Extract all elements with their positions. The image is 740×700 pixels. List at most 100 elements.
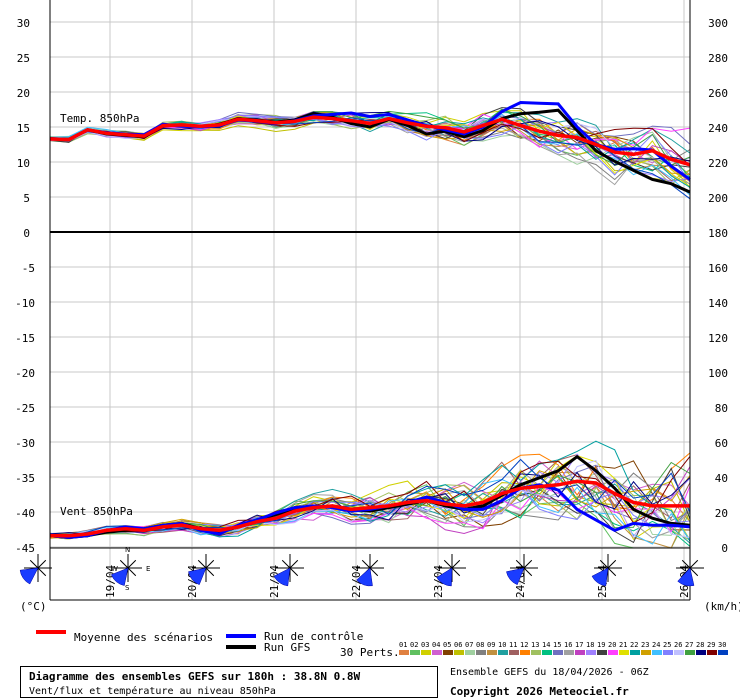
perturbation-id: 28 (696, 641, 704, 649)
perturbation-id: 08 (476, 641, 484, 649)
right-tick-label: 140 (708, 297, 728, 310)
perturbation-swatch (520, 650, 530, 655)
perturbation-id: 16 (564, 641, 572, 649)
perturbation-swatch (685, 650, 695, 655)
right-tick-label: 280 (708, 52, 728, 65)
perturbation-id: 21 (619, 641, 627, 649)
perturbation-id: 25 (663, 641, 671, 649)
perturbation-id: 14 (542, 641, 550, 649)
compass-letter-s: S (125, 584, 130, 592)
perturbation-swatch (410, 650, 420, 655)
right-tick-label: 20 (715, 507, 728, 520)
perturbation-id: 12 (520, 641, 528, 649)
compass-letter-e: E (146, 565, 150, 573)
wind-roses: N S E W (19, 546, 704, 592)
legend-gfs-label: Run GFS (264, 641, 310, 654)
wind-rose (676, 554, 704, 587)
perturbation-id: 26 (674, 641, 682, 649)
perturbation-id: 04 (432, 641, 440, 649)
right-tick-label: 180 (708, 227, 728, 240)
bottom-panel-label: Vent 850hPa (60, 505, 133, 518)
date-label: 22/04 (350, 565, 363, 598)
plot-frame (49, 0, 691, 601)
perturbation-swatch (641, 650, 651, 655)
wind-rose (436, 554, 466, 587)
wind-rose (506, 554, 538, 586)
perturbation-swatch (630, 650, 640, 655)
copyright-text: Copyright 2026 Meteociel.fr (450, 685, 629, 698)
perturbation-swatch (586, 650, 596, 655)
right-tick-label: 60 (715, 437, 728, 450)
perturbation-swatch (432, 650, 442, 655)
perturbation-swatch (575, 650, 585, 655)
right-tick-label: 80 (715, 402, 728, 415)
perturbation-swatch (465, 650, 475, 655)
perturbation-wind-line (49, 478, 691, 545)
legend-control-label: Run de contrôle (264, 630, 363, 643)
perturbation-id: 19 (597, 641, 605, 649)
right-tick-label: 260 (708, 87, 728, 100)
ensemble-run-info: Ensemble GEFS du 18/04/2026 - 06Z (450, 667, 649, 678)
compass-letter-n: N (125, 546, 130, 554)
compass-letter-w: W (111, 565, 118, 573)
perturbation-swatch (674, 650, 684, 655)
footer-subtitle: Vent/flux et température au niveau 850hP… (29, 686, 276, 697)
wind-rose (19, 554, 52, 585)
date-label: 19/04 (104, 565, 117, 598)
left-tick-label: -20 (15, 367, 35, 380)
left-tick-label: 20 (17, 87, 30, 100)
perturbation-swatch (476, 650, 486, 655)
perturbation-swatch (487, 650, 497, 655)
perturbation-id: 22 (630, 641, 638, 649)
footer-box: Diagramme des ensembles GEFS sur 180h : … (20, 666, 438, 698)
perturbation-swatch (707, 650, 717, 655)
date-label: 23/04 (432, 565, 445, 598)
perturbation-swatch (509, 650, 519, 655)
left-tick-label: 15 (17, 122, 30, 135)
perturbation-id: 15 (553, 641, 561, 649)
left-tick-label: 25 (17, 52, 30, 65)
perturbation-swatch (443, 650, 453, 655)
series-temp-line (49, 115, 691, 167)
perturbation-id: 06 (454, 641, 462, 649)
left-tick-label: -45 (15, 542, 35, 555)
right-tick-label: 240 (708, 122, 728, 135)
perturbation-id: 23 (641, 641, 649, 649)
left-tick-label: 5 (23, 192, 30, 205)
left-tick-label: -40 (15, 507, 35, 520)
axis-ticks: 302520151050300280260240220200180-5-10-1… (15, 17, 728, 598)
perturbation-id: 17 (575, 641, 583, 649)
top-panel-label: Temp. 850hPa (60, 112, 139, 125)
perturbation-swatch (564, 650, 574, 655)
perturbation-id: 13 (531, 641, 539, 649)
perturbation-id: 27 (685, 641, 693, 649)
left-unit-label: (°C) (20, 600, 47, 613)
footer-title: Diagramme des ensembles GEFS sur 180h : … (29, 670, 361, 683)
perturbation-swatch (718, 650, 728, 655)
right-tick-label: 300 (708, 17, 728, 30)
perturbation-swatch (652, 650, 662, 655)
left-tick-label: 0 (23, 227, 30, 240)
right-tick-label: 200 (708, 192, 728, 205)
perturbation-id: 11 (509, 641, 517, 649)
perturbation-id: 30 (718, 641, 726, 649)
date-label: 21/04 (268, 565, 281, 598)
perturbation-swatch (399, 650, 409, 655)
perturbation-id: 07 (465, 641, 473, 649)
right-tick-label: 160 (708, 262, 728, 275)
perturbation-id: 09 (487, 641, 495, 649)
wind-rose (110, 554, 142, 586)
wind-rose (273, 554, 304, 587)
left-tick-label: -30 (15, 437, 35, 450)
main-series (49, 100, 691, 540)
perturbation-swatch (454, 650, 464, 655)
perturbation-swatch (663, 650, 673, 655)
left-tick-label: -10 (15, 297, 35, 310)
perturbation-id: 10 (498, 641, 506, 649)
perturbation-id: 05 (443, 641, 451, 649)
series-wind-line (50, 479, 690, 538)
wind-rose (188, 554, 220, 586)
right-tick-label: 0 (721, 542, 728, 555)
perturbation-swatch (531, 650, 541, 655)
